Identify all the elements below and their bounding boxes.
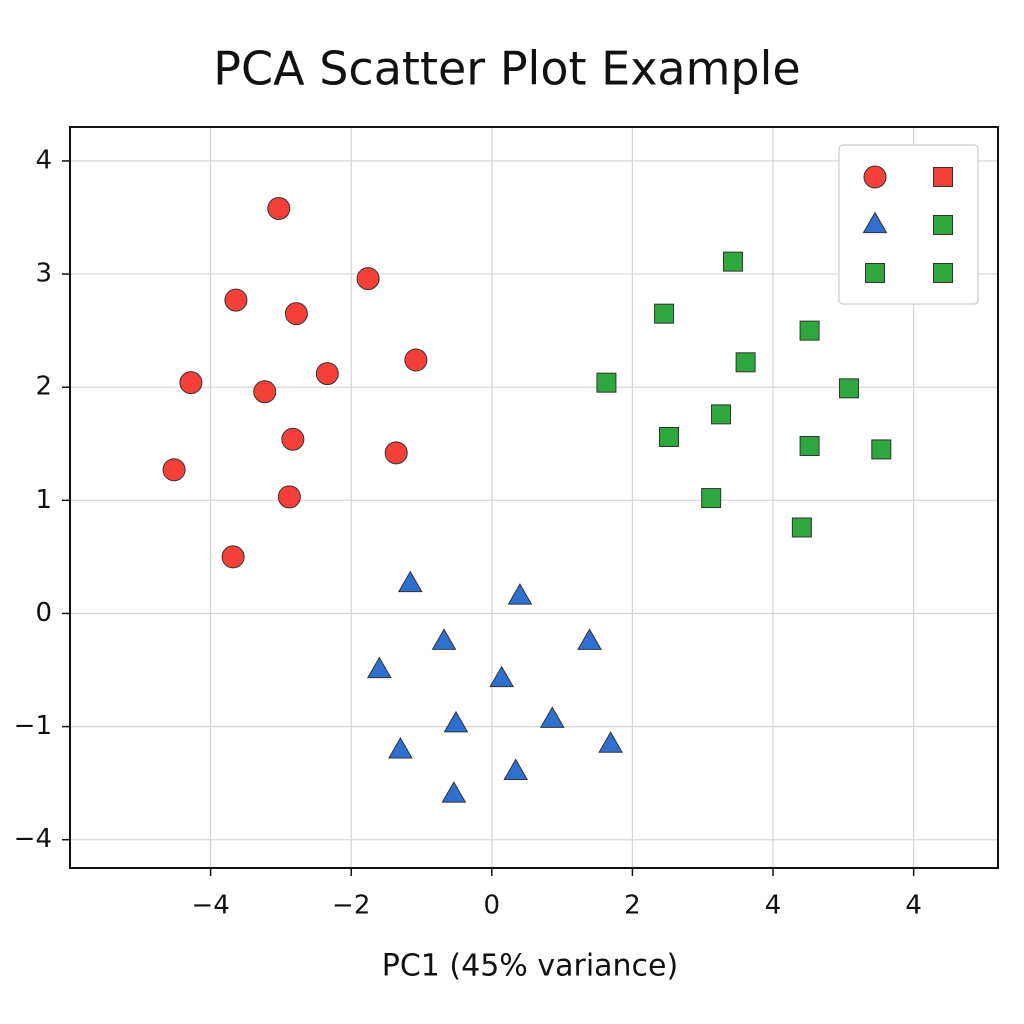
point: [366, 656, 392, 679]
point: [267, 196, 291, 220]
point: [162, 458, 186, 482]
x-tick-label: −4: [191, 891, 229, 921]
legend-box: [838, 144, 979, 305]
point: [221, 545, 245, 569]
legend-marker: [933, 167, 953, 187]
legend-marker: [933, 215, 953, 235]
point: [838, 378, 859, 399]
x-axis-label: PC1 (45% variance): [382, 949, 678, 984]
point: [735, 352, 756, 373]
point: [598, 731, 623, 753]
point: [489, 665, 515, 688]
y-tick-label: 3: [35, 259, 52, 289]
point: [711, 404, 732, 425]
point: [253, 380, 277, 404]
point: [224, 288, 248, 312]
x-tick-label: 4: [765, 891, 782, 921]
y-tick-label: 4: [35, 145, 52, 175]
point: [356, 267, 380, 291]
point: [443, 710, 469, 733]
point: [277, 485, 301, 509]
plot-frame: [69, 126, 999, 869]
point: [871, 439, 892, 460]
y-tick-label: 2: [35, 372, 52, 402]
point: [507, 583, 533, 605]
point: [577, 628, 602, 650]
point: [315, 362, 339, 386]
legend-marker: [865, 263, 885, 283]
y-tick-label: −1: [14, 711, 52, 741]
point: [441, 781, 467, 803]
x-tick-label: 0: [484, 891, 501, 921]
point: [799, 320, 820, 341]
point: [384, 441, 408, 465]
legend-marker: [933, 263, 953, 283]
point: [791, 517, 812, 538]
point: [596, 372, 617, 393]
y-tick-label: 1: [35, 485, 52, 515]
point: [431, 628, 457, 650]
legend-marker: [862, 211, 888, 234]
point: [388, 736, 413, 759]
point: [539, 706, 565, 728]
point: [701, 488, 722, 509]
point: [284, 302, 308, 326]
point: [503, 758, 529, 780]
x-tick-label: −2: [332, 891, 370, 921]
point: [281, 427, 305, 451]
point: [799, 436, 820, 457]
point: [397, 570, 423, 593]
x-tick-label: 4: [905, 891, 922, 921]
point: [722, 251, 743, 272]
point: [179, 371, 203, 395]
legend-marker: [863, 165, 887, 189]
point: [654, 303, 675, 324]
y-tick-label: −4: [14, 824, 52, 854]
x-tick-label: 2: [624, 891, 641, 921]
chart-title: PCA Scatter Plot Example: [213, 42, 800, 96]
point: [658, 426, 679, 447]
point: [404, 348, 428, 372]
y-tick-label: 0: [35, 598, 52, 628]
